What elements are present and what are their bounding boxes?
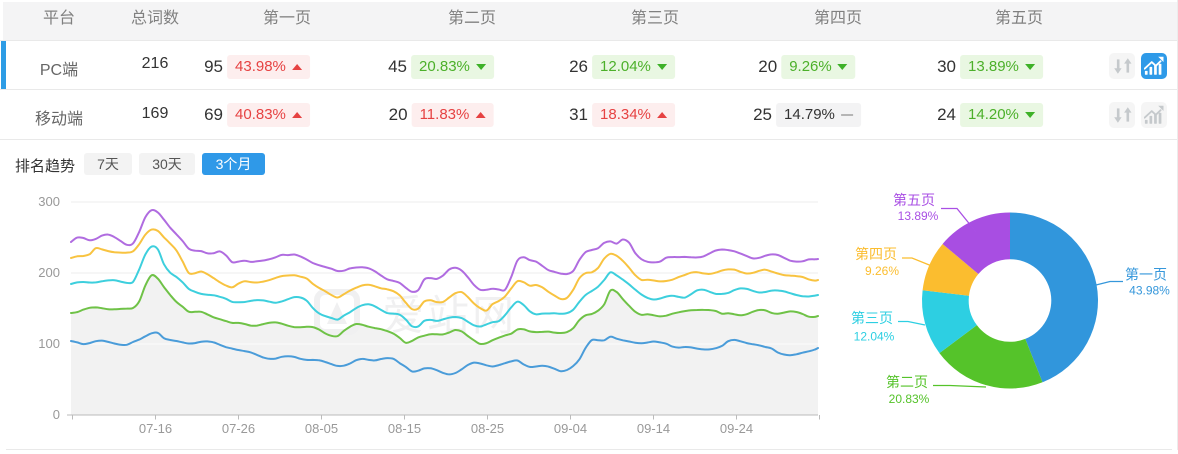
- svg-text:09-04: 09-04: [554, 421, 587, 436]
- svg-text:第二页: 第二页: [886, 374, 928, 390]
- svg-text:09-14: 09-14: [637, 421, 670, 436]
- svg-text:20.83%: 20.83%: [889, 392, 930, 406]
- svg-text:200: 200: [38, 265, 60, 280]
- svg-text:9.26%: 9.26%: [865, 264, 899, 278]
- svg-text:08-25: 08-25: [471, 421, 504, 436]
- svg-text:300: 300: [38, 194, 60, 209]
- svg-text:08-15: 08-15: [388, 421, 421, 436]
- svg-text:07-16: 07-16: [139, 421, 172, 436]
- svg-text:100: 100: [38, 336, 60, 351]
- svg-text:09-24: 09-24: [720, 421, 753, 436]
- svg-text:07-26: 07-26: [222, 421, 255, 436]
- svg-text:第四页: 第四页: [855, 246, 897, 262]
- svg-text:第五页: 第五页: [893, 192, 935, 208]
- svg-text:第一页: 第一页: [1125, 267, 1167, 283]
- svg-text:13.89%: 13.89%: [898, 209, 939, 223]
- svg-text:0: 0: [53, 407, 60, 422]
- svg-text:第三页: 第三页: [851, 310, 893, 326]
- svg-text:08-05: 08-05: [305, 421, 338, 436]
- svg-text:12.04%: 12.04%: [854, 330, 895, 344]
- svg-text:43.98%: 43.98%: [1129, 284, 1170, 298]
